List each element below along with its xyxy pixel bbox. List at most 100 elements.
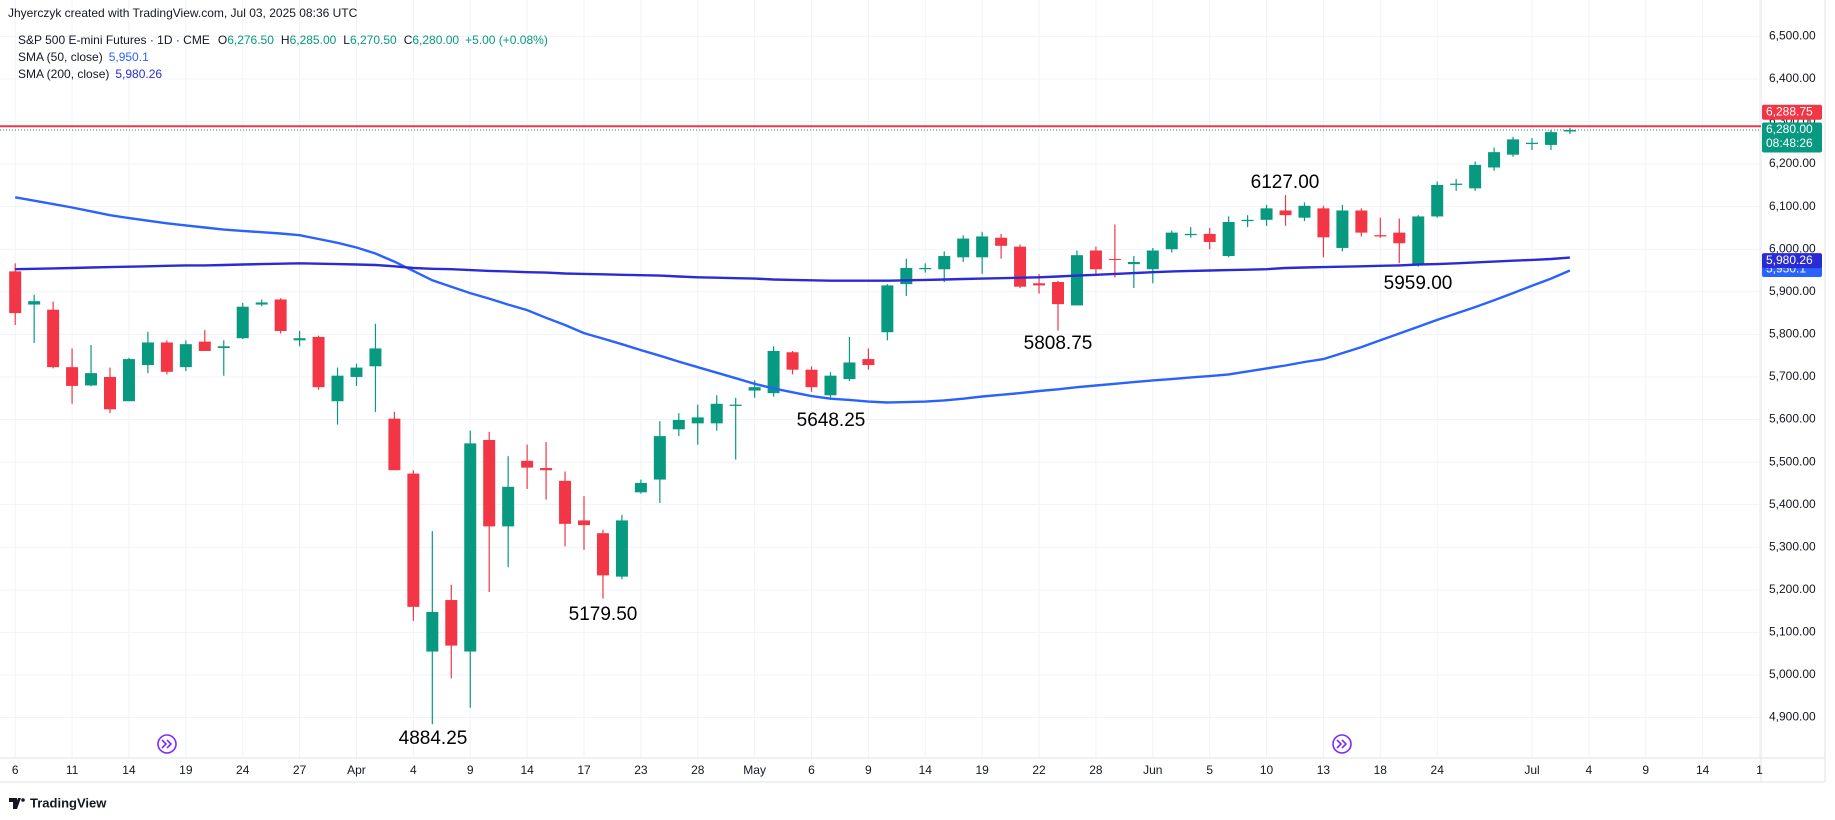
y-tick-label: 5,300.00 xyxy=(1769,539,1816,553)
event-icon[interactable] xyxy=(1332,734,1352,754)
candle-body xyxy=(1374,235,1387,237)
candle-body xyxy=(122,359,135,402)
series-name: SMA (200, close) xyxy=(18,67,109,81)
candle-body xyxy=(938,256,951,270)
x-tick-label: 6 xyxy=(12,763,19,777)
y-tick-label: 5,700.00 xyxy=(1769,369,1816,383)
candle-body xyxy=(426,611,439,652)
candle-body xyxy=(596,533,609,576)
candle-body xyxy=(1336,210,1349,248)
y-tick-label: 5,100.00 xyxy=(1769,625,1816,639)
x-tick-label: 19 xyxy=(975,763,989,777)
candle-body xyxy=(1507,139,1520,155)
price-tag-label: 6,288.75 xyxy=(1766,104,1813,118)
price-tag-label: 6,280.00 xyxy=(1766,122,1813,136)
candle-body xyxy=(312,336,325,388)
candle-body xyxy=(1052,282,1064,305)
candle-body xyxy=(1563,130,1576,132)
price-annotation: 4884.25 xyxy=(399,728,468,749)
candle-body xyxy=(1488,152,1501,168)
candle-body xyxy=(85,373,98,386)
x-tick-label: 14 xyxy=(122,763,136,777)
x-tick-label: 14 xyxy=(520,763,534,777)
candle-body xyxy=(540,468,553,471)
x-tick-label: Apr xyxy=(347,763,366,777)
candle-body xyxy=(653,436,666,480)
price-tag-bg xyxy=(1762,122,1822,153)
y-tick-label: 5,800.00 xyxy=(1769,327,1816,341)
candle-body xyxy=(1165,232,1178,250)
candle-body xyxy=(274,299,287,331)
series-legend: SMA (50, close) 5,950.1 xyxy=(18,50,149,64)
candle-body xyxy=(805,369,818,388)
price-tag-bg xyxy=(1762,104,1822,120)
x-tick-label: 4 xyxy=(410,763,417,777)
candle-body xyxy=(1260,208,1273,220)
candle-body xyxy=(1070,255,1083,306)
legend-row: S&P 500 E-mini Futures · 1D · CME O6,276.… xyxy=(18,33,548,47)
y-tick-label: 4,900.00 xyxy=(1769,710,1816,724)
candle-body xyxy=(1014,246,1027,287)
candle-body xyxy=(502,486,515,527)
candle-body xyxy=(710,403,723,424)
countdown-label: 08:48:26 xyxy=(1766,136,1813,150)
grid xyxy=(0,0,1761,758)
y-tick-label: 5,900.00 xyxy=(1769,284,1816,298)
y-tick-label: 6,000.00 xyxy=(1769,241,1816,255)
candle-body xyxy=(900,267,913,285)
x-tick-label: 6 xyxy=(808,763,815,777)
candle-body xyxy=(767,350,780,394)
x-tick-label: Jul xyxy=(1524,763,1539,777)
y-tick-label: 5,600.00 xyxy=(1769,412,1816,426)
sma-line xyxy=(15,256,1570,282)
series-legend: SMA (200, close) 5,980.26 xyxy=(18,67,162,81)
candle-body xyxy=(1241,219,1254,222)
candle-body xyxy=(9,271,22,314)
legend-value: 6,285.00 xyxy=(290,33,337,47)
candle-body xyxy=(843,362,856,380)
x-tick-label: 17 xyxy=(577,763,591,777)
x-tick-label: 14 xyxy=(1696,763,1710,777)
candle-body xyxy=(1450,183,1463,185)
candle-body xyxy=(483,439,496,527)
candle-body xyxy=(1279,210,1292,216)
candle-body xyxy=(976,236,989,258)
y-tick-label: 6,500.00 xyxy=(1769,29,1816,43)
candle-body xyxy=(388,418,401,471)
legend-symbol: S&P 500 E-mini Futures · 1D · CME xyxy=(18,33,210,47)
x-tick-label: 23 xyxy=(634,763,648,777)
candle-body xyxy=(862,359,875,366)
x-tick-label: 28 xyxy=(691,763,705,777)
candle-body xyxy=(47,309,60,368)
candle-body xyxy=(1526,142,1538,145)
y-tick-label: 6,200.00 xyxy=(1769,156,1816,170)
candle-body xyxy=(634,482,647,493)
x-tick-label: 11 xyxy=(66,763,79,777)
price-annotation: 5808.75 xyxy=(1024,333,1093,354)
candle-body xyxy=(1544,132,1557,145)
candle-body xyxy=(1203,233,1216,242)
x-tick-label: 18 xyxy=(1374,763,1388,777)
event-icon[interactable] xyxy=(157,734,177,754)
candle-body xyxy=(141,342,154,366)
legend-key: C xyxy=(404,33,413,47)
candle-body xyxy=(786,352,799,370)
legend-value: 6,280.00 xyxy=(412,33,459,47)
x-tick-label: 24 xyxy=(236,763,250,777)
candle-body xyxy=(919,267,932,270)
candle-body xyxy=(369,348,382,367)
x-tick-label: 4 xyxy=(1586,763,1593,777)
brand-logo[interactable]: TradingView xyxy=(9,795,107,810)
candle-body xyxy=(464,443,477,652)
legend-key: H xyxy=(281,33,290,47)
candle-body xyxy=(1108,259,1121,261)
sma-line xyxy=(14,196,1571,404)
candle-body xyxy=(521,460,534,468)
x-tick-label: 9 xyxy=(865,763,872,777)
x-tick-label: 5 xyxy=(1206,763,1213,777)
price-annotation: 6127.00 xyxy=(1251,172,1320,193)
series-value: 5,950.1 xyxy=(109,50,149,64)
x-tick-label: 28 xyxy=(1089,763,1103,777)
